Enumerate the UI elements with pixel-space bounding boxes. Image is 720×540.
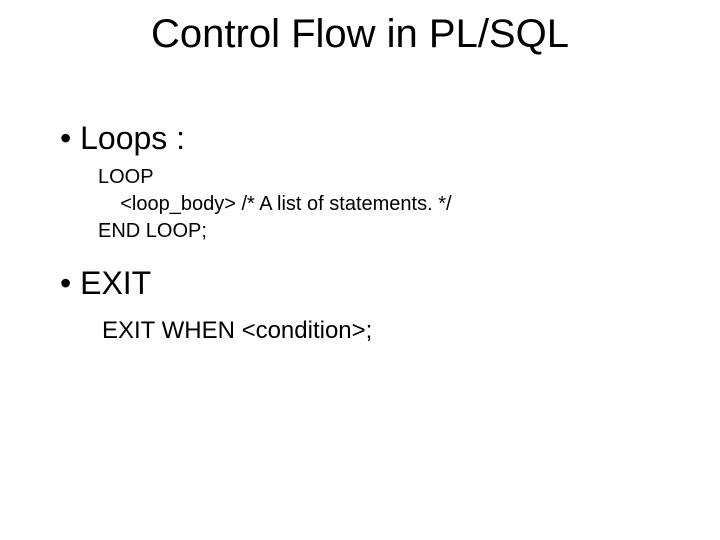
code-line-2: <loop_body> /* A list of statements. */ (98, 191, 680, 218)
slide: Control Flow in PL/SQL Loops : LOOP <loo… (0, 0, 720, 540)
slide-body: Loops : LOOP <loop_body> /* A list of st… (60, 110, 680, 345)
exit-when-line: EXIT WHEN <condition>; (102, 317, 680, 345)
bullet-loops: Loops : (60, 118, 680, 158)
code-line-1: LOOP (98, 164, 680, 191)
slide-title: Control Flow in PL/SQL (0, 12, 720, 57)
bullet-exit: EXIT (60, 263, 680, 303)
spacer (60, 245, 680, 255)
code-line-3: END LOOP; (98, 218, 680, 245)
